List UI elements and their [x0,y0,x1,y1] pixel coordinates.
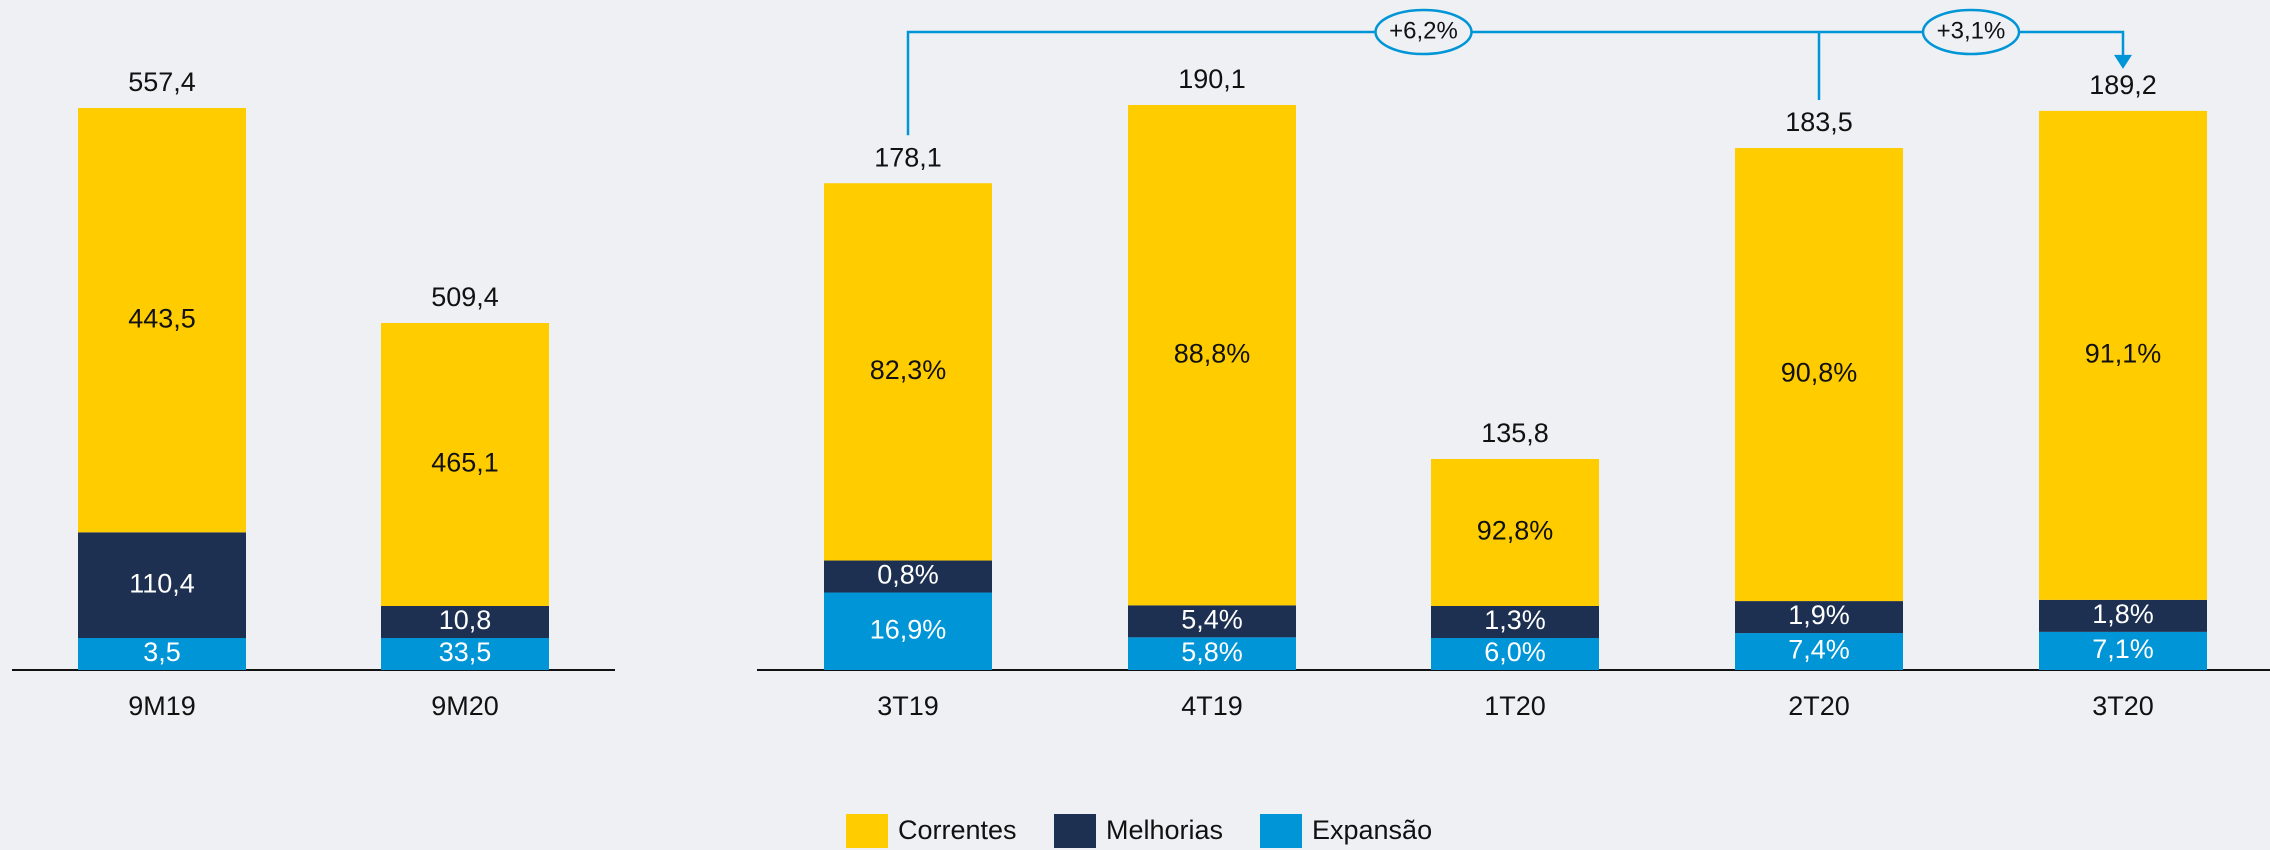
total-label: 190,1 [1178,64,1246,94]
legend-swatch [1054,814,1096,848]
value-label: 1,9% [1788,600,1850,630]
value-label: 10,8 [439,605,492,635]
value-label: 91,1% [2085,339,2162,369]
value-label: 1,8% [2092,599,2154,629]
total-label: 183,5 [1785,107,1853,137]
bar-segment [1128,105,1296,606]
bar-segment [2039,110,2207,600]
annotation-oval [1374,8,1473,56]
bar-segment [1431,638,1599,670]
bar-segment [1128,605,1296,638]
legend-label: Melhorias [1106,815,1223,845]
bar-segment [2039,599,2207,632]
value-label: 465,1 [431,448,499,478]
value-label: 5,4% [1181,604,1243,634]
bar-segment [78,638,246,670]
bar-segment [824,560,992,593]
annotation: +3,1% [1937,17,2006,44]
value-label: 82,3% [870,355,947,385]
bar-segment [824,592,992,670]
bar-segment [1431,459,1599,606]
x-tick-label: 3T19 [877,691,939,721]
bar-segment [2039,631,2207,670]
annotation-oval [1921,8,2021,56]
bar-segment [1431,606,1599,638]
bracket [906,30,2125,136]
bar-segment [381,606,549,638]
x-tick-label: 9M19 [128,691,196,721]
value-label: 92,8% [1477,516,1554,546]
bar-segment [381,323,549,606]
value-label: 1,3% [1484,605,1546,635]
value-label: 7,4% [1788,635,1850,665]
total-label: 509,4 [431,282,499,312]
x-tick-label: 3T20 [2092,691,2154,721]
x-tick-label: 4T19 [1181,691,1243,721]
x-tick-label: 1T20 [1484,691,1546,721]
bar-segment [824,183,992,561]
value-label: 0,8% [877,560,939,590]
bar-segment [1735,633,1903,670]
bar-segment [78,532,246,638]
bar-segment [78,108,246,533]
total-label: 189,2 [2089,70,2157,100]
legend-swatch [846,814,888,848]
value-label: 33,5 [439,637,492,667]
annotation: +6,2% [1389,17,1458,44]
value-label: 16,9% [870,614,947,644]
total-label: 557,4 [128,67,196,97]
value-label: 7,1% [2092,634,2154,664]
value-label: 90,8% [1781,358,1858,388]
arrow-head [2114,54,2132,69]
bar-segment [381,638,549,670]
legend-label: Correntes [898,815,1017,845]
value-label: 443,5 [128,303,196,333]
total-label: 135,8 [1481,418,1549,448]
x-tick-label: 9M20 [431,691,499,721]
legend-label: Expansão [1312,815,1432,845]
value-label: 6,0% [1484,637,1546,667]
x-tick-label: 2T20 [1788,691,1850,721]
bar-segment [1128,637,1296,670]
value-label: 3,5 [143,637,181,667]
legend-swatch [1260,814,1302,848]
value-label: 110,4 [129,568,195,598]
bar-segment [1735,601,1903,634]
value-label: 88,8% [1174,338,1251,368]
value-label: 5,8% [1181,637,1243,667]
total-label: 178,1 [874,142,942,172]
bar-segment [1735,148,1903,602]
